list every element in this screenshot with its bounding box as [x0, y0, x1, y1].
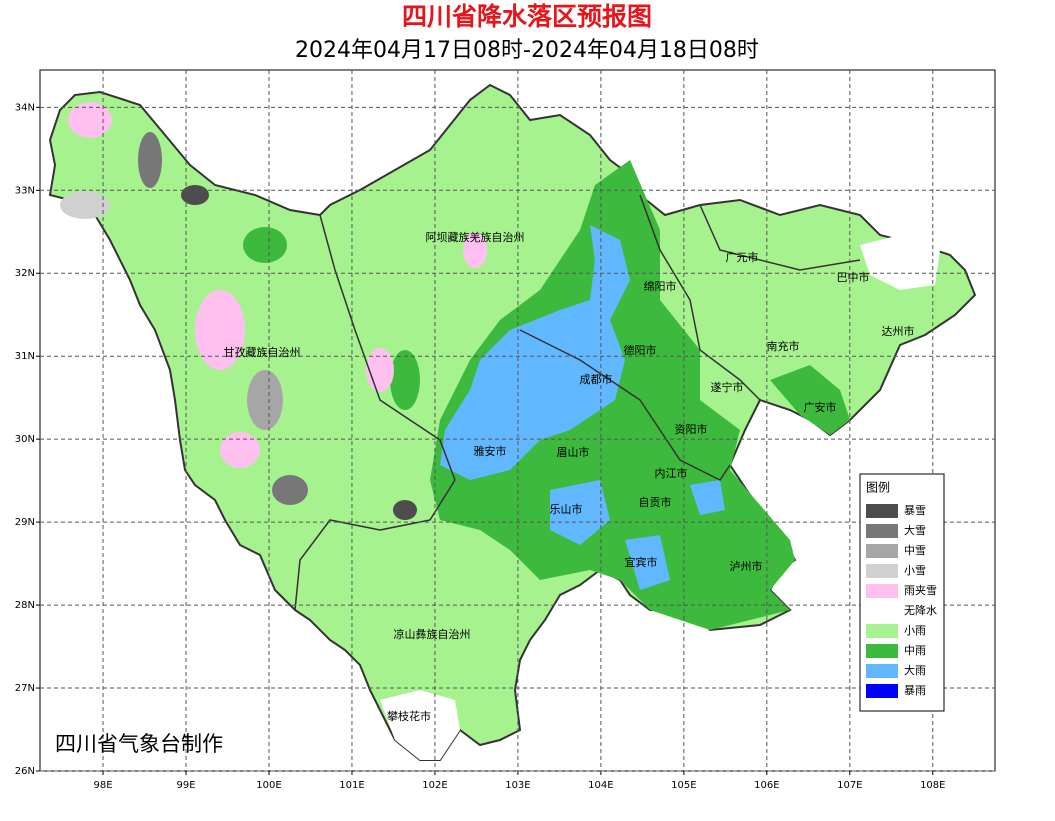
- x-tick-label: 103E: [505, 780, 530, 791]
- legend-swatch: [866, 524, 898, 538]
- y-tick-label: 31N: [15, 351, 35, 362]
- y-tick-label: 33N: [15, 185, 35, 196]
- x-tick-label: 100E: [256, 780, 281, 791]
- x-tick-label: 106E: [754, 780, 779, 791]
- axes: 98E 99E 100E 101E 102E 103E 104E 105E 106E 107E 10…: [15, 70, 995, 791]
- subtitle: 2024年04月17日08时-2024年04月18日08时: [295, 38, 759, 63]
- legend-label: 中雨: [904, 644, 926, 657]
- y-tick-label: 27N: [15, 683, 35, 694]
- x-tick-label: 105E: [671, 780, 696, 791]
- city-label: 资阳市: [675, 422, 708, 436]
- city-label: 泸州市: [730, 559, 763, 573]
- legend-swatch: [866, 644, 898, 658]
- x-tick-label: 104E: [588, 780, 613, 791]
- city-label: 攀枝花市: [387, 709, 431, 723]
- city-label: 遂宁市: [711, 380, 744, 394]
- legend-swatch: [866, 504, 898, 518]
- city-label: 绵阳市: [644, 279, 677, 293]
- legend-swatch: [866, 604, 898, 618]
- legend-label: 小雨: [904, 624, 926, 637]
- legend-label: 暴雨: [904, 684, 926, 697]
- x-tick-label: 101E: [339, 780, 364, 791]
- legend-label: 小雪: [904, 564, 926, 577]
- legend-label: 无降水: [904, 603, 937, 617]
- legend-swatch: [866, 664, 898, 678]
- legend-label: 大雨: [904, 663, 926, 677]
- y-tick-label: 34N: [15, 102, 35, 113]
- legend-swatch: [866, 624, 898, 638]
- city-label: 眉山市: [557, 445, 590, 459]
- city-label: 凉山彝族自治州: [394, 627, 471, 641]
- city-label: 德阳市: [624, 343, 657, 357]
- title: 四川省降水落区预报图: [402, 2, 652, 31]
- y-tick-label: 30N: [15, 434, 35, 445]
- city-label: 内江市: [655, 466, 688, 480]
- legend-swatch: [866, 544, 898, 558]
- legend-swatch: [866, 684, 898, 698]
- city-label: 乐山市: [550, 502, 583, 516]
- legend-label: 中雪: [904, 544, 926, 557]
- legend-label: 雨夹雪: [904, 584, 937, 597]
- province: [48, 83, 977, 761]
- city-label: 阿坝藏族羌族自治州: [426, 230, 525, 244]
- city-label: 巴中市: [837, 270, 870, 284]
- city-label: 雅安市: [474, 444, 507, 458]
- x-tick-label: 108E: [920, 780, 945, 791]
- legend-label: 暴雪: [904, 504, 926, 517]
- city-label: 广安市: [804, 400, 837, 414]
- city-label: 广元市: [726, 250, 759, 264]
- x-tick-label: 102E: [422, 780, 447, 791]
- legend-label: 大雪: [904, 523, 926, 537]
- city-label: 甘孜藏族自治州: [224, 345, 301, 359]
- y-tick-label: 32N: [15, 268, 35, 279]
- y-tick-label: 26N: [15, 766, 35, 777]
- city-label: 南充市: [767, 339, 800, 353]
- city-label: 自贡市: [639, 495, 672, 509]
- city-label: 宜宾市: [625, 555, 658, 569]
- city-label: 成都市: [580, 372, 613, 386]
- credit: 四川省气象台制作: [55, 732, 223, 756]
- y-tick-label: 28N: [15, 600, 35, 611]
- y-tick-label: 29N: [15, 517, 35, 528]
- legend-swatch: [866, 564, 898, 578]
- x-tick-label: 99E: [177, 780, 196, 791]
- legend-title: 图例: [866, 481, 890, 495]
- legend-swatch: [866, 584, 898, 598]
- x-tick-label: 98E: [94, 780, 113, 791]
- x-tick-label: 107E: [837, 780, 862, 791]
- city-label: 达州市: [882, 324, 915, 338]
